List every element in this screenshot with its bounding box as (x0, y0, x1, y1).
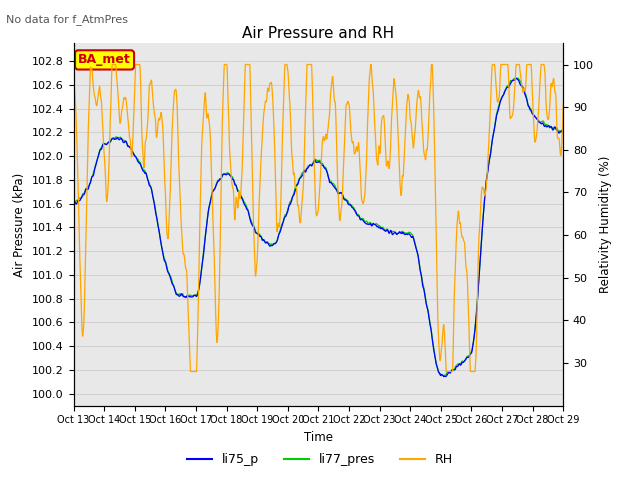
Y-axis label: Air Pressure (kPa): Air Pressure (kPa) (13, 172, 26, 276)
Title: Air Pressure and RH: Air Pressure and RH (243, 25, 394, 41)
Legend: li75_p, li77_pres, RH: li75_p, li77_pres, RH (182, 448, 458, 471)
Text: BA_met: BA_met (78, 53, 131, 66)
Text: No data for f_AtmPres: No data for f_AtmPres (6, 14, 129, 25)
X-axis label: Time: Time (304, 431, 333, 444)
Y-axis label: Relativity Humidity (%): Relativity Humidity (%) (600, 156, 612, 293)
